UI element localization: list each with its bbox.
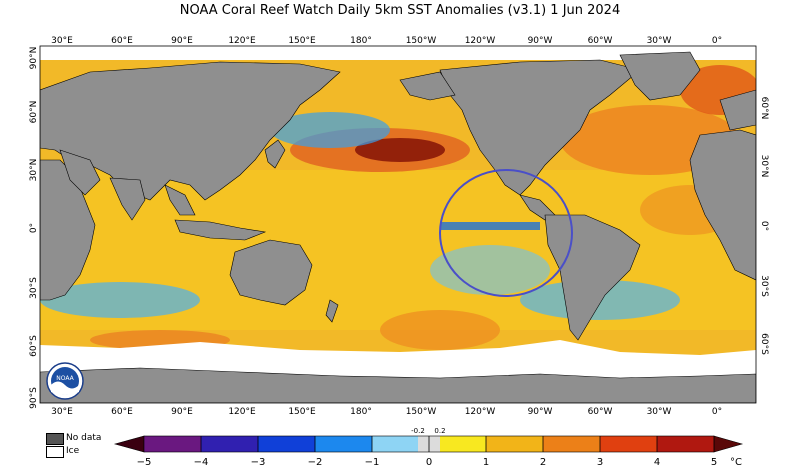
cb-tick: 2 [540,457,546,468]
cb-minor-tick: 0.2 [434,427,445,435]
lon-label: 120°E [228,407,256,417]
lon-label: 120°W [465,36,496,46]
no-data-swatch [46,433,64,445]
lat-label: 30°S [29,277,39,299]
logo-text: NOAA [56,375,74,382]
lat-labels-right: 60°N 30°N 0° 30°S 60°S [759,97,769,355]
lat-label: 60°N [29,101,39,124]
cb-seg [440,436,486,452]
lon-label: 0° [712,36,722,46]
cb-seg [657,436,714,452]
highlight-circle [439,169,573,297]
lon-labels-bottom: 30°E 60°E 90°E 120°E 150°E 180° 150°W 12… [51,407,722,417]
lon-label: 120°W [465,407,496,417]
cb-tick: 0 [426,457,432,468]
lon-label: 30°E [51,36,73,46]
cb-seg [486,436,543,452]
lat-label: 90°S [29,387,39,409]
cb-seg [372,436,418,452]
lat-label: 60°N [759,97,769,120]
cb-minor-tick: -0.2 [411,427,425,435]
ice-swatch [46,446,64,458]
cb-seg [144,436,201,452]
lon-label: 30°W [647,36,672,46]
cb-tick: −4 [194,457,209,468]
lon-label: 90°W [528,407,553,417]
colorbar-low-arrow [113,435,145,453]
lat-label: 0° [29,223,39,233]
cb-tick: −2 [308,457,323,468]
colorbar-high-arrow [713,435,744,453]
lat-label: 60°S [759,333,769,355]
lon-label: 90°E [171,407,193,417]
ocean-layer [40,46,756,403]
lon-label: 150°W [406,36,437,46]
lat-label: 0° [759,221,769,231]
lat-label: 30°S [759,275,769,297]
cb-tick: 4 [654,457,660,468]
map-title: NOAA Coral Reef Watch Daily 5km SST Anom… [179,3,621,18]
lon-label: 120°E [228,36,256,46]
cb-seg [543,436,600,452]
noaa-logo: NOAA [46,362,84,400]
lon-label: 150°E [288,36,316,46]
ice-label: Ice [66,446,80,456]
land-layer [40,51,756,403]
lat-label: 30°N [29,159,39,182]
cb-seg [201,436,258,452]
cb-seg [258,436,315,452]
colorbar-unit: °C [730,457,742,468]
cb-seg [600,436,657,452]
lon-label: 150°W [406,407,437,417]
cb-tick: −5 [137,457,152,468]
lon-label: 90°E [171,36,193,46]
lon-label: 60°W [588,407,613,417]
lat-label: 30°N [759,155,769,178]
lon-label: 90°W [528,36,553,46]
lat-label: 90°N [29,47,39,70]
lon-label: 0° [712,407,722,417]
lon-label: 60°E [111,36,133,46]
colorbar-ticks: −5 −4 −3 −2 −1 0 1 2 3 4 5 -0.2 0.2 °C [137,427,742,468]
lon-label: 150°E [288,407,316,417]
cb-tick: 5 [711,457,717,468]
lon-label: 180° [350,407,372,417]
cb-tick: 3 [597,457,603,468]
colorbar [113,435,744,453]
cb-seg [315,436,372,452]
cb-tick: 1 [483,457,489,468]
no-data-label: No data [66,433,102,443]
map-frame [39,45,757,404]
lon-label: 30°W [647,407,672,417]
lat-labels-left: 90°N 60°N 30°N 0° 30°S 60°S 90°S [29,47,39,409]
lon-label: 30°E [51,407,73,417]
lat-label: 60°S [29,335,39,357]
lon-label: 180° [350,36,372,46]
lon-label: 60°E [111,407,133,417]
lon-label: 60°W [588,36,613,46]
cb-tick: −1 [365,457,380,468]
lon-labels-top: 30°E 60°E 90°E 120°E 150°E 180° 150°W 12… [51,36,722,46]
cb-tick: −3 [251,457,266,468]
